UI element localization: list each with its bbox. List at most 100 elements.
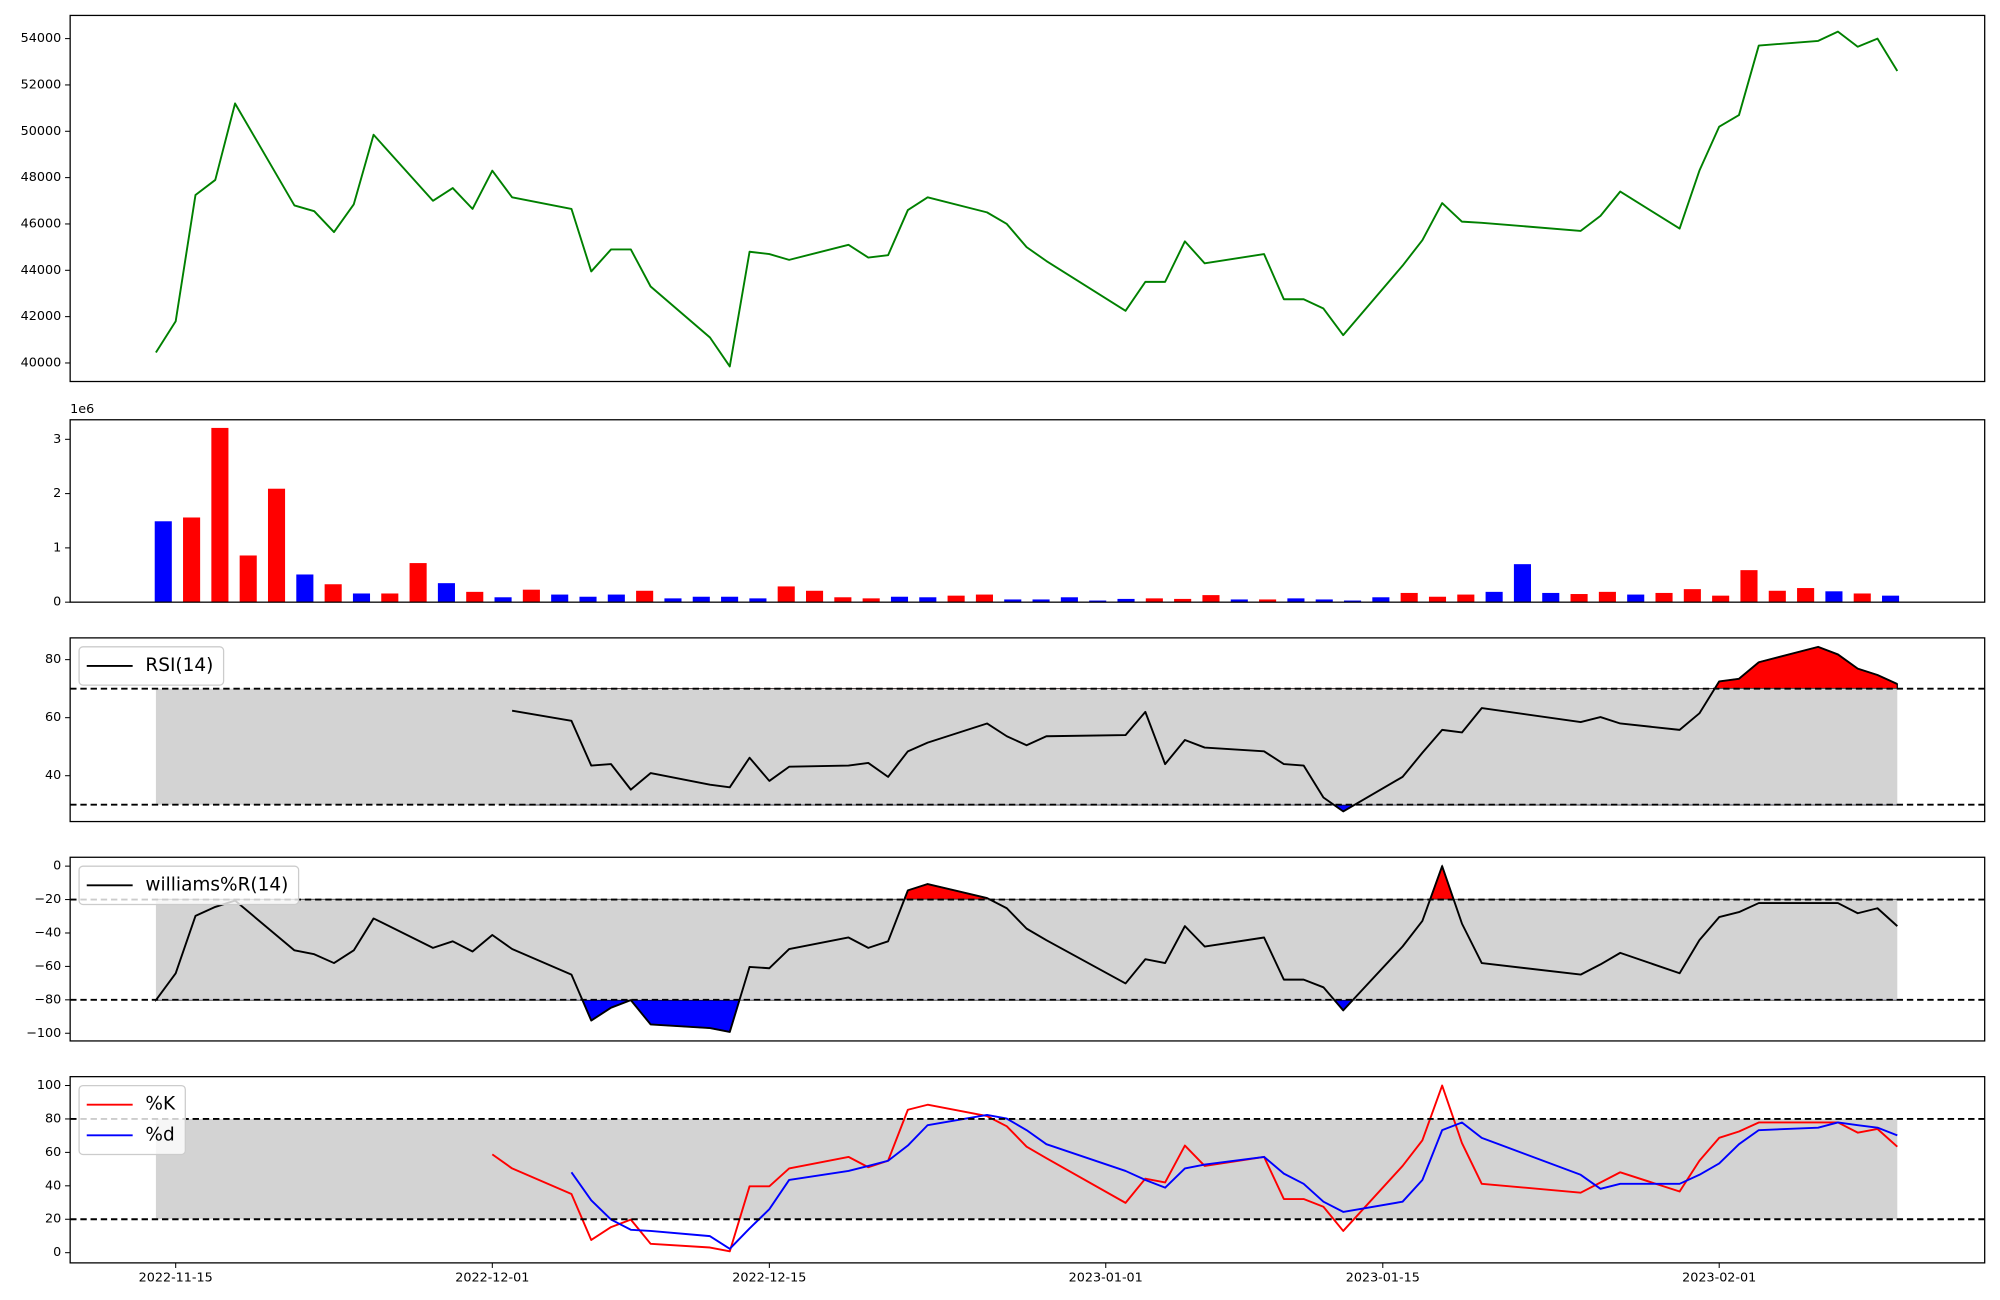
volume-bar <box>1117 598 1135 603</box>
legend-box <box>78 1084 186 1156</box>
y-tick-label: −60 <box>34 959 61 974</box>
plot-area <box>155 30 1899 368</box>
x-tick-label: 2023-02-01 <box>1682 1271 1756 1286</box>
volume-bar <box>579 596 597 603</box>
y-tick-label: 0 <box>53 595 61 610</box>
y-tick-label: 54000 <box>21 31 62 46</box>
y-tick-label: 40 <box>45 768 61 783</box>
volume-bar <box>1570 594 1588 603</box>
axes-frame <box>69 856 1986 1042</box>
y-tick-label: −20 <box>34 892 61 907</box>
y-tick-label: 80 <box>45 652 61 667</box>
volume-bar <box>1372 597 1390 603</box>
volume-bar <box>1259 599 1277 603</box>
y-tick-label: 60 <box>45 1145 61 1160</box>
legend-label: %d <box>145 1124 174 1145</box>
plot-area <box>155 864 1898 1033</box>
volume-bar <box>975 594 993 603</box>
volume-bar <box>862 598 880 603</box>
y-tick-label: 42000 <box>21 309 62 324</box>
volume-bar <box>1683 589 1701 603</box>
volume-bar <box>1230 599 1248 603</box>
volume-bar <box>636 590 654 603</box>
volume-bar <box>1315 599 1333 603</box>
volume-bar <box>1032 599 1050 603</box>
series-line <box>155 30 1899 368</box>
volume-bar <box>1768 590 1786 603</box>
volume-bar <box>1428 596 1447 603</box>
series-line <box>155 865 1898 1033</box>
x-tick-label: 2022-12-15 <box>732 1271 806 1286</box>
panel: 0 20 40 60 80 100 2022-11-15 2022-12-01 2022-12-… <box>37 1076 1986 1286</box>
y-tick-label: 100 <box>37 1078 61 1093</box>
axes-frame <box>69 1076 1986 1264</box>
volume-bar <box>296 574 314 603</box>
legend-label: williams%R(14) <box>145 874 288 895</box>
volume-bar <box>947 595 965 603</box>
volume-bar <box>352 593 371 603</box>
panel: 0 1 2 3 1e6 <box>53 402 1986 610</box>
y-tick-label: 1 <box>53 540 61 555</box>
volume-bar <box>1712 595 1730 603</box>
volume-bar <box>1089 600 1107 603</box>
volume-bar <box>749 598 767 603</box>
y-tick-label: 40000 <box>21 355 62 370</box>
volume-bar <box>1287 598 1305 603</box>
y-tick-label: −40 <box>34 925 61 940</box>
y-tick-label: −80 <box>34 992 61 1007</box>
volume-bar <box>1797 588 1815 603</box>
volume-bar <box>1344 600 1362 603</box>
volume-bar <box>1542 592 1560 603</box>
volume-bar <box>1740 570 1758 603</box>
axes-frame <box>69 637 1986 823</box>
y-tick-label: 0 <box>53 1245 61 1260</box>
volume-bar <box>1060 597 1078 603</box>
axes-frame <box>69 419 1986 603</box>
volume-bar <box>1627 594 1645 603</box>
x-tick-label: 2023-01-01 <box>1069 1271 1143 1286</box>
volume-bar <box>267 488 286 603</box>
threshold-band <box>155 1118 1898 1220</box>
y-tick-label: 20 <box>45 1212 61 1227</box>
plot-area <box>155 645 1898 813</box>
threshold-band <box>155 899 1898 1000</box>
axis-offset-label: 1e6 <box>70 402 94 417</box>
x-tick-label: 2023-01-15 <box>1346 1271 1420 1286</box>
panel: 40 60 80 RSI(14) <box>45 637 1986 823</box>
y-tick-label: 80 <box>45 1111 61 1126</box>
volume-bar <box>1457 594 1475 603</box>
y-tick-label: 50000 <box>21 124 62 139</box>
y-tick-label: 3 <box>53 432 61 447</box>
volume-bar <box>919 597 937 603</box>
volume-bar <box>154 521 172 603</box>
volume-bar <box>1513 564 1531 603</box>
legend-box <box>78 865 300 906</box>
y-tick-label: 40 <box>45 1178 61 1193</box>
volume-bar <box>805 590 824 603</box>
volume-bar <box>1882 595 1900 603</box>
volume-bar <box>494 597 512 603</box>
volume-bar <box>211 427 229 603</box>
series-line <box>491 1084 1898 1253</box>
y-tick-label: −100 <box>26 1026 61 1041</box>
volume-bar <box>1825 591 1843 603</box>
volume-bar <box>890 596 909 603</box>
panel: −100 −80 −60 −40 −20 0 williams%R(14) <box>26 856 1986 1042</box>
volume-bar <box>324 584 342 603</box>
volume-bar <box>721 596 739 603</box>
volume-bar <box>607 594 625 603</box>
threshold-band <box>155 688 1898 805</box>
volume-bar <box>1145 598 1163 603</box>
volume-bar <box>1202 595 1220 603</box>
y-tick-label: 0 <box>53 859 61 874</box>
plot-area <box>155 1084 1898 1253</box>
volume-bar <box>1485 591 1503 603</box>
axes-frame <box>69 14 1986 383</box>
volume-bar <box>183 517 201 603</box>
volume-bar <box>409 563 427 603</box>
volume-bar <box>466 591 484 603</box>
volume-bar <box>692 596 710 603</box>
volume-bar <box>1400 592 1418 603</box>
volume-bar <box>777 586 795 603</box>
